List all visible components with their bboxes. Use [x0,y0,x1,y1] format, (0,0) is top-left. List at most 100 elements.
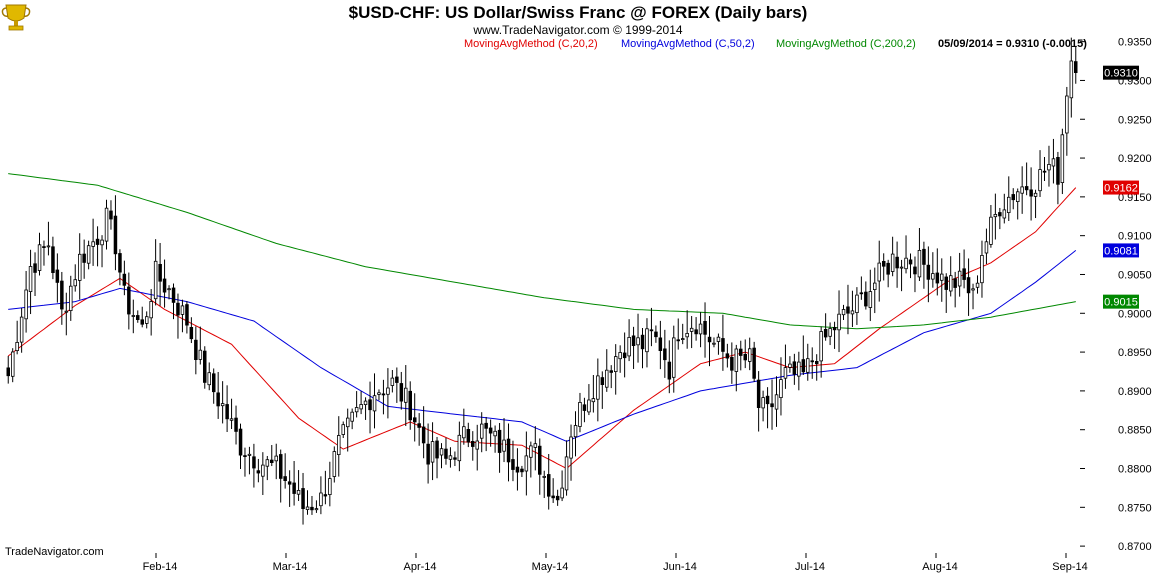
candle [681,323,685,345]
candle-body [689,327,694,332]
candle [707,316,712,367]
candle-body [269,459,274,464]
candle-body [609,370,614,373]
candle [247,446,252,475]
candle [578,392,582,433]
candle-body [1029,189,1033,197]
candle-body [185,304,189,326]
price-tag: 0.9081 [1103,243,1139,258]
candle [1016,188,1020,220]
candle-body [444,448,448,459]
candle [564,440,569,496]
candle [596,358,600,422]
candle [935,248,940,296]
candle-body [698,323,703,335]
candle [694,317,698,341]
candle-body [457,434,462,462]
candle-body [935,272,940,284]
candle-body [305,506,310,510]
candle-body [895,256,899,269]
candle [832,321,837,349]
candle-body [636,337,640,346]
candle-body [582,404,587,411]
candle-body [466,428,471,443]
candle-body [122,273,127,286]
candle-body [685,332,689,338]
candle [252,443,256,488]
candle-body [654,331,658,338]
candle [1056,151,1060,205]
candle [698,312,703,348]
candle-body [649,329,654,332]
candle [55,253,60,303]
candle [993,193,998,240]
y-tick-label: 0.8800 [1118,464,1152,476]
candle [841,304,846,320]
candle-body [292,482,296,494]
footer-brand: TradeNavigator.com [5,546,104,558]
candle-body [846,306,850,314]
candle-body [37,244,42,271]
candle-body [453,457,457,460]
candle [506,423,511,482]
candle [797,351,801,391]
candle-body [363,400,368,406]
x-tick-label: Sep-14 [1052,561,1087,573]
candle [1024,162,1029,196]
candle-body [1007,196,1011,214]
candle-body [100,239,104,246]
candle [171,283,176,320]
candle [957,252,962,297]
candle [1011,188,1016,210]
candle [390,370,395,393]
candle-body [470,440,475,447]
candle-body [412,417,417,423]
candle-body [6,367,11,377]
candle [91,218,95,266]
candle-body [676,339,681,342]
candle-body [15,341,19,351]
candle-body [1065,95,1069,134]
candle [1074,46,1078,84]
candle-body [1020,186,1024,194]
x-tick-label: Jul-14 [795,561,825,573]
candle-body [694,329,698,335]
candle [926,246,931,303]
candle [913,256,917,293]
candle [162,259,167,308]
candle [135,310,140,323]
candle-body [33,263,37,273]
candle-body [372,395,377,412]
price-tags: 0.9310 0.9162 0.9081 0.9015 [1103,65,1139,309]
candle [877,240,882,302]
candle-body [591,398,596,403]
last-price-readout: 05/09/2014 = 0.9310 (-0.0015) [938,38,1087,50]
candle-body [899,266,904,269]
candle [140,306,144,328]
candle-body [435,440,439,459]
candle [645,318,649,368]
candle-body [359,404,363,410]
candle-body [426,443,430,465]
candle [444,437,448,465]
candle [944,273,949,313]
candle [403,365,408,427]
candle-body [810,360,815,363]
candle-body [730,356,734,371]
candle-body [850,310,855,315]
candle-body [511,459,515,470]
candle-body [354,407,359,413]
candle [712,337,716,348]
candle-body [484,422,488,429]
candle [1020,166,1024,214]
candle [64,292,69,336]
candle-body [328,478,332,496]
candle [33,252,37,297]
candle-body [1042,170,1047,173]
candle-body [118,253,122,273]
candle [515,448,520,491]
candle-body [341,424,345,435]
candle-body [547,474,551,497]
candle [78,233,82,300]
candle [310,495,314,515]
